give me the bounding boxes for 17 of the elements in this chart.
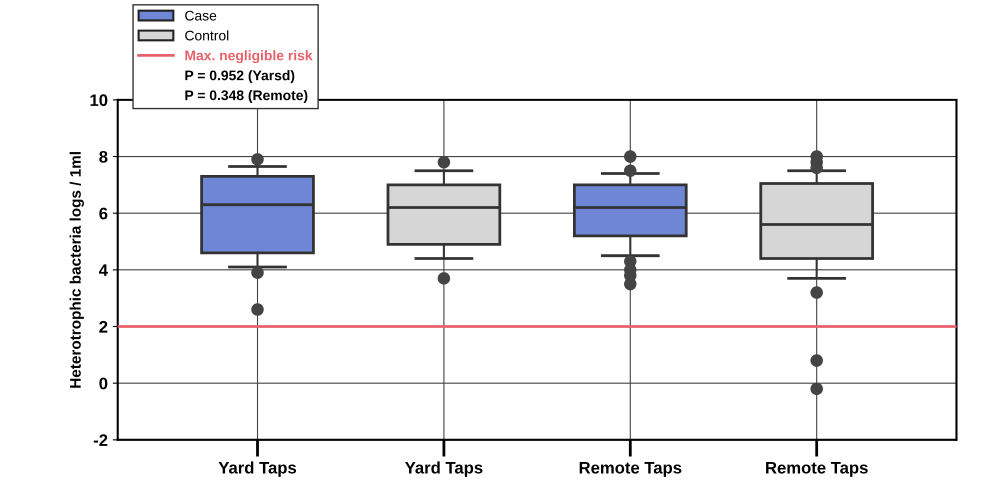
x-tick-label: Yard Taps — [404, 461, 482, 477]
text: P = 0.952 (Yarsd) — [185, 70, 294, 84]
y-tick-label: -2 — [94, 434, 108, 446]
y-tick-label: 0 — [99, 378, 108, 390]
x-tick-label: Remote Taps — [580, 462, 682, 477]
legend-label: Case — [185, 10, 216, 21]
y-tick-label: 2 — [99, 320, 108, 333]
y-tick-label: 8 — [99, 150, 108, 163]
y-axis-title: Heterotrophic bacteria logs / 1ml — [70, 152, 84, 388]
x-tick-label: Yard Taps — [218, 461, 296, 477]
y-tick-label: 4 — [98, 264, 108, 276]
legend-label: Control — [185, 30, 228, 40]
y-tick-label: 6 — [99, 208, 108, 220]
annotation: P = 0.348 (Remote) — [185, 90, 308, 103]
x-tick-label: Remote Taps — [766, 462, 868, 477]
y-tick-label: 10 — [90, 94, 108, 106]
legend-label: Max. negligible risk — [185, 50, 313, 64]
